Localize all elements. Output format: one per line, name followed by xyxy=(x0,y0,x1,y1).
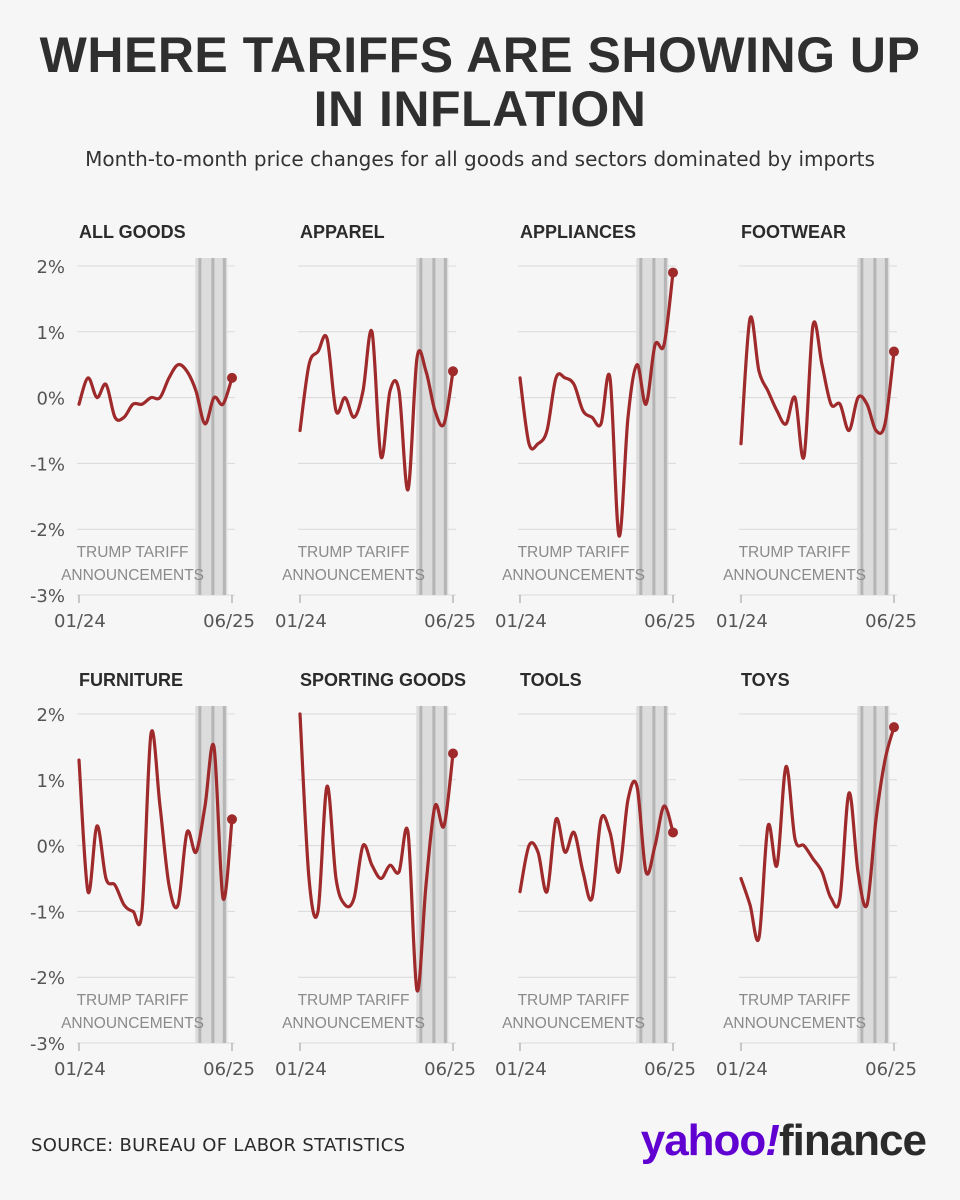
annotation-text: ANNOUNCEMENTS xyxy=(282,567,425,584)
y-tick-label: -2% xyxy=(30,968,65,989)
end-point xyxy=(668,267,678,278)
y-tick-label: -3% xyxy=(30,1034,65,1055)
y-tick-label: 2% xyxy=(36,257,65,278)
panel-title: SPORTING GOODS xyxy=(300,670,466,690)
y-tick-label: -1% xyxy=(30,454,65,475)
annotation-text: TRUMP TARIFF xyxy=(739,992,851,1009)
annotation-text: ANNOUNCEMENTS xyxy=(723,567,866,584)
x-tick-label: 01/24 xyxy=(54,1059,106,1080)
series-line xyxy=(739,725,896,943)
series-line xyxy=(518,779,675,902)
end-point xyxy=(889,722,899,733)
annotation-text: TRUMP TARIFF xyxy=(298,992,410,1009)
x-tick-label: 06/25 xyxy=(203,611,255,632)
series-line xyxy=(739,315,896,460)
panel-title: APPAREL xyxy=(300,222,385,242)
x-tick-label: 06/25 xyxy=(865,1059,917,1080)
annotation-text: ANNOUNCEMENTS xyxy=(502,567,645,584)
x-tick-label: 01/24 xyxy=(716,611,768,632)
y-tick-label: 0% xyxy=(36,389,65,410)
annotation-text: TRUMP TARIFF xyxy=(518,544,630,561)
x-tick-label: 06/25 xyxy=(203,1059,255,1080)
y-tick-label: -1% xyxy=(30,902,65,923)
y-tick-label: 1% xyxy=(36,771,65,792)
end-point xyxy=(227,372,237,383)
y-tick-label: 1% xyxy=(36,323,65,344)
title-line-1: WHERE TARIFFS ARE SHOWING UP xyxy=(39,27,921,83)
x-tick-label: 06/25 xyxy=(644,611,696,632)
x-tick-label: 06/25 xyxy=(865,611,917,632)
annotation-text: ANNOUNCEMENTS xyxy=(61,567,204,584)
logo-finance: finance xyxy=(778,1116,927,1165)
logo-exclamation: ! xyxy=(765,1116,780,1165)
x-tick-label: 01/24 xyxy=(275,1059,327,1080)
end-point xyxy=(889,346,899,357)
series-line xyxy=(77,729,234,927)
x-tick-label: 01/24 xyxy=(495,611,547,632)
page-title: WHERE TARIFFS ARE SHOWING UP IN INFLATIO… xyxy=(0,28,960,136)
annotation-text: ANNOUNCEMENTS xyxy=(502,1015,645,1032)
chart-panel-sporting-goods: SPORTING GOODS TRUMP TARIFF ANNOUNCEMENTS 0… xyxy=(275,670,476,1080)
subtitle: Month-to-month price changes for all goo… xyxy=(85,147,875,171)
end-point xyxy=(448,748,458,759)
title-line-2: IN INFLATION xyxy=(313,81,647,137)
end-point xyxy=(668,827,678,838)
chart-panel-toys: TOYS TRUMP TARIFF ANNOUNCEMENTS 01/24 06/25 xyxy=(716,670,917,1080)
annotation-text: ANNOUNCEMENTS xyxy=(282,1015,425,1032)
logo-yahoo: yahoo xyxy=(640,1116,767,1165)
panel-title: FOOTWEAR xyxy=(741,222,846,242)
panel-title: TOYS xyxy=(741,670,790,690)
chart-panel-tools: TOOLS TRUMP TARIFF ANNOUNCEMENTS 01/24 06/25 xyxy=(495,670,696,1080)
panel-title: APPLIANCES xyxy=(520,222,636,242)
x-tick-label: 01/24 xyxy=(275,611,327,632)
annotation-text: ANNOUNCEMENTS xyxy=(61,1015,204,1032)
series-line xyxy=(298,328,455,492)
chart-panel-all-goods: ALL GOODS TRUMP TARIFF ANNOUNCEMENTS 2% 1% 0%… xyxy=(30,222,255,632)
x-tick-label: 06/25 xyxy=(424,1059,476,1080)
y-tick-label: 2% xyxy=(36,705,65,726)
chart-panel-furniture: FURNITURE TRUMP TARIFF ANNOUNCEMENTS 2% 1% 0%… xyxy=(30,670,255,1080)
panel-title: FURNITURE xyxy=(79,670,183,690)
panel-title: ALL GOODS xyxy=(79,222,186,242)
source-note: SOURCE: BUREAU OF LABOR STATISTICS xyxy=(31,1135,406,1156)
y-tick-label: 0% xyxy=(36,837,65,858)
panel-title: TOOLS xyxy=(520,670,582,690)
annotation-text: TRUMP TARIFF xyxy=(77,544,189,561)
y-tick-label: -3% xyxy=(30,586,65,607)
series-line xyxy=(77,362,234,426)
yahoo-finance-logo: yahoo!finance xyxy=(640,1116,927,1166)
x-tick-label: 01/24 xyxy=(716,1059,768,1080)
chart-panel-appliances: APPLIANCES TRUMP TARIFF ANNOUNCEMENTS 01/24… xyxy=(495,222,696,632)
annotation-text: ANNOUNCEMENTS xyxy=(723,1015,866,1032)
chart-panel-apparel: APPAREL TRUMP TARIFF ANNOUNCEMENTS 01/24 06/… xyxy=(275,222,476,632)
annotation-text: TRUMP TARIFF xyxy=(739,544,851,561)
annotation-text: TRUMP TARIFF xyxy=(518,992,630,1009)
annotation-text: TRUMP TARIFF xyxy=(77,992,189,1009)
chart-panel-footwear: FOOTWEAR TRUMP TARIFF ANNOUNCEMENTS 01/24 06… xyxy=(716,222,917,632)
series-line xyxy=(298,712,455,993)
y-tick-label: -2% xyxy=(30,520,65,541)
end-point xyxy=(448,366,458,377)
series-line xyxy=(518,271,675,538)
annotation-text: TRUMP TARIFF xyxy=(298,544,410,561)
end-point xyxy=(227,814,237,825)
x-tick-label: 01/24 xyxy=(54,611,106,632)
x-tick-label: 06/25 xyxy=(424,611,476,632)
x-tick-label: 01/24 xyxy=(495,1059,547,1080)
x-tick-label: 06/25 xyxy=(644,1059,696,1080)
